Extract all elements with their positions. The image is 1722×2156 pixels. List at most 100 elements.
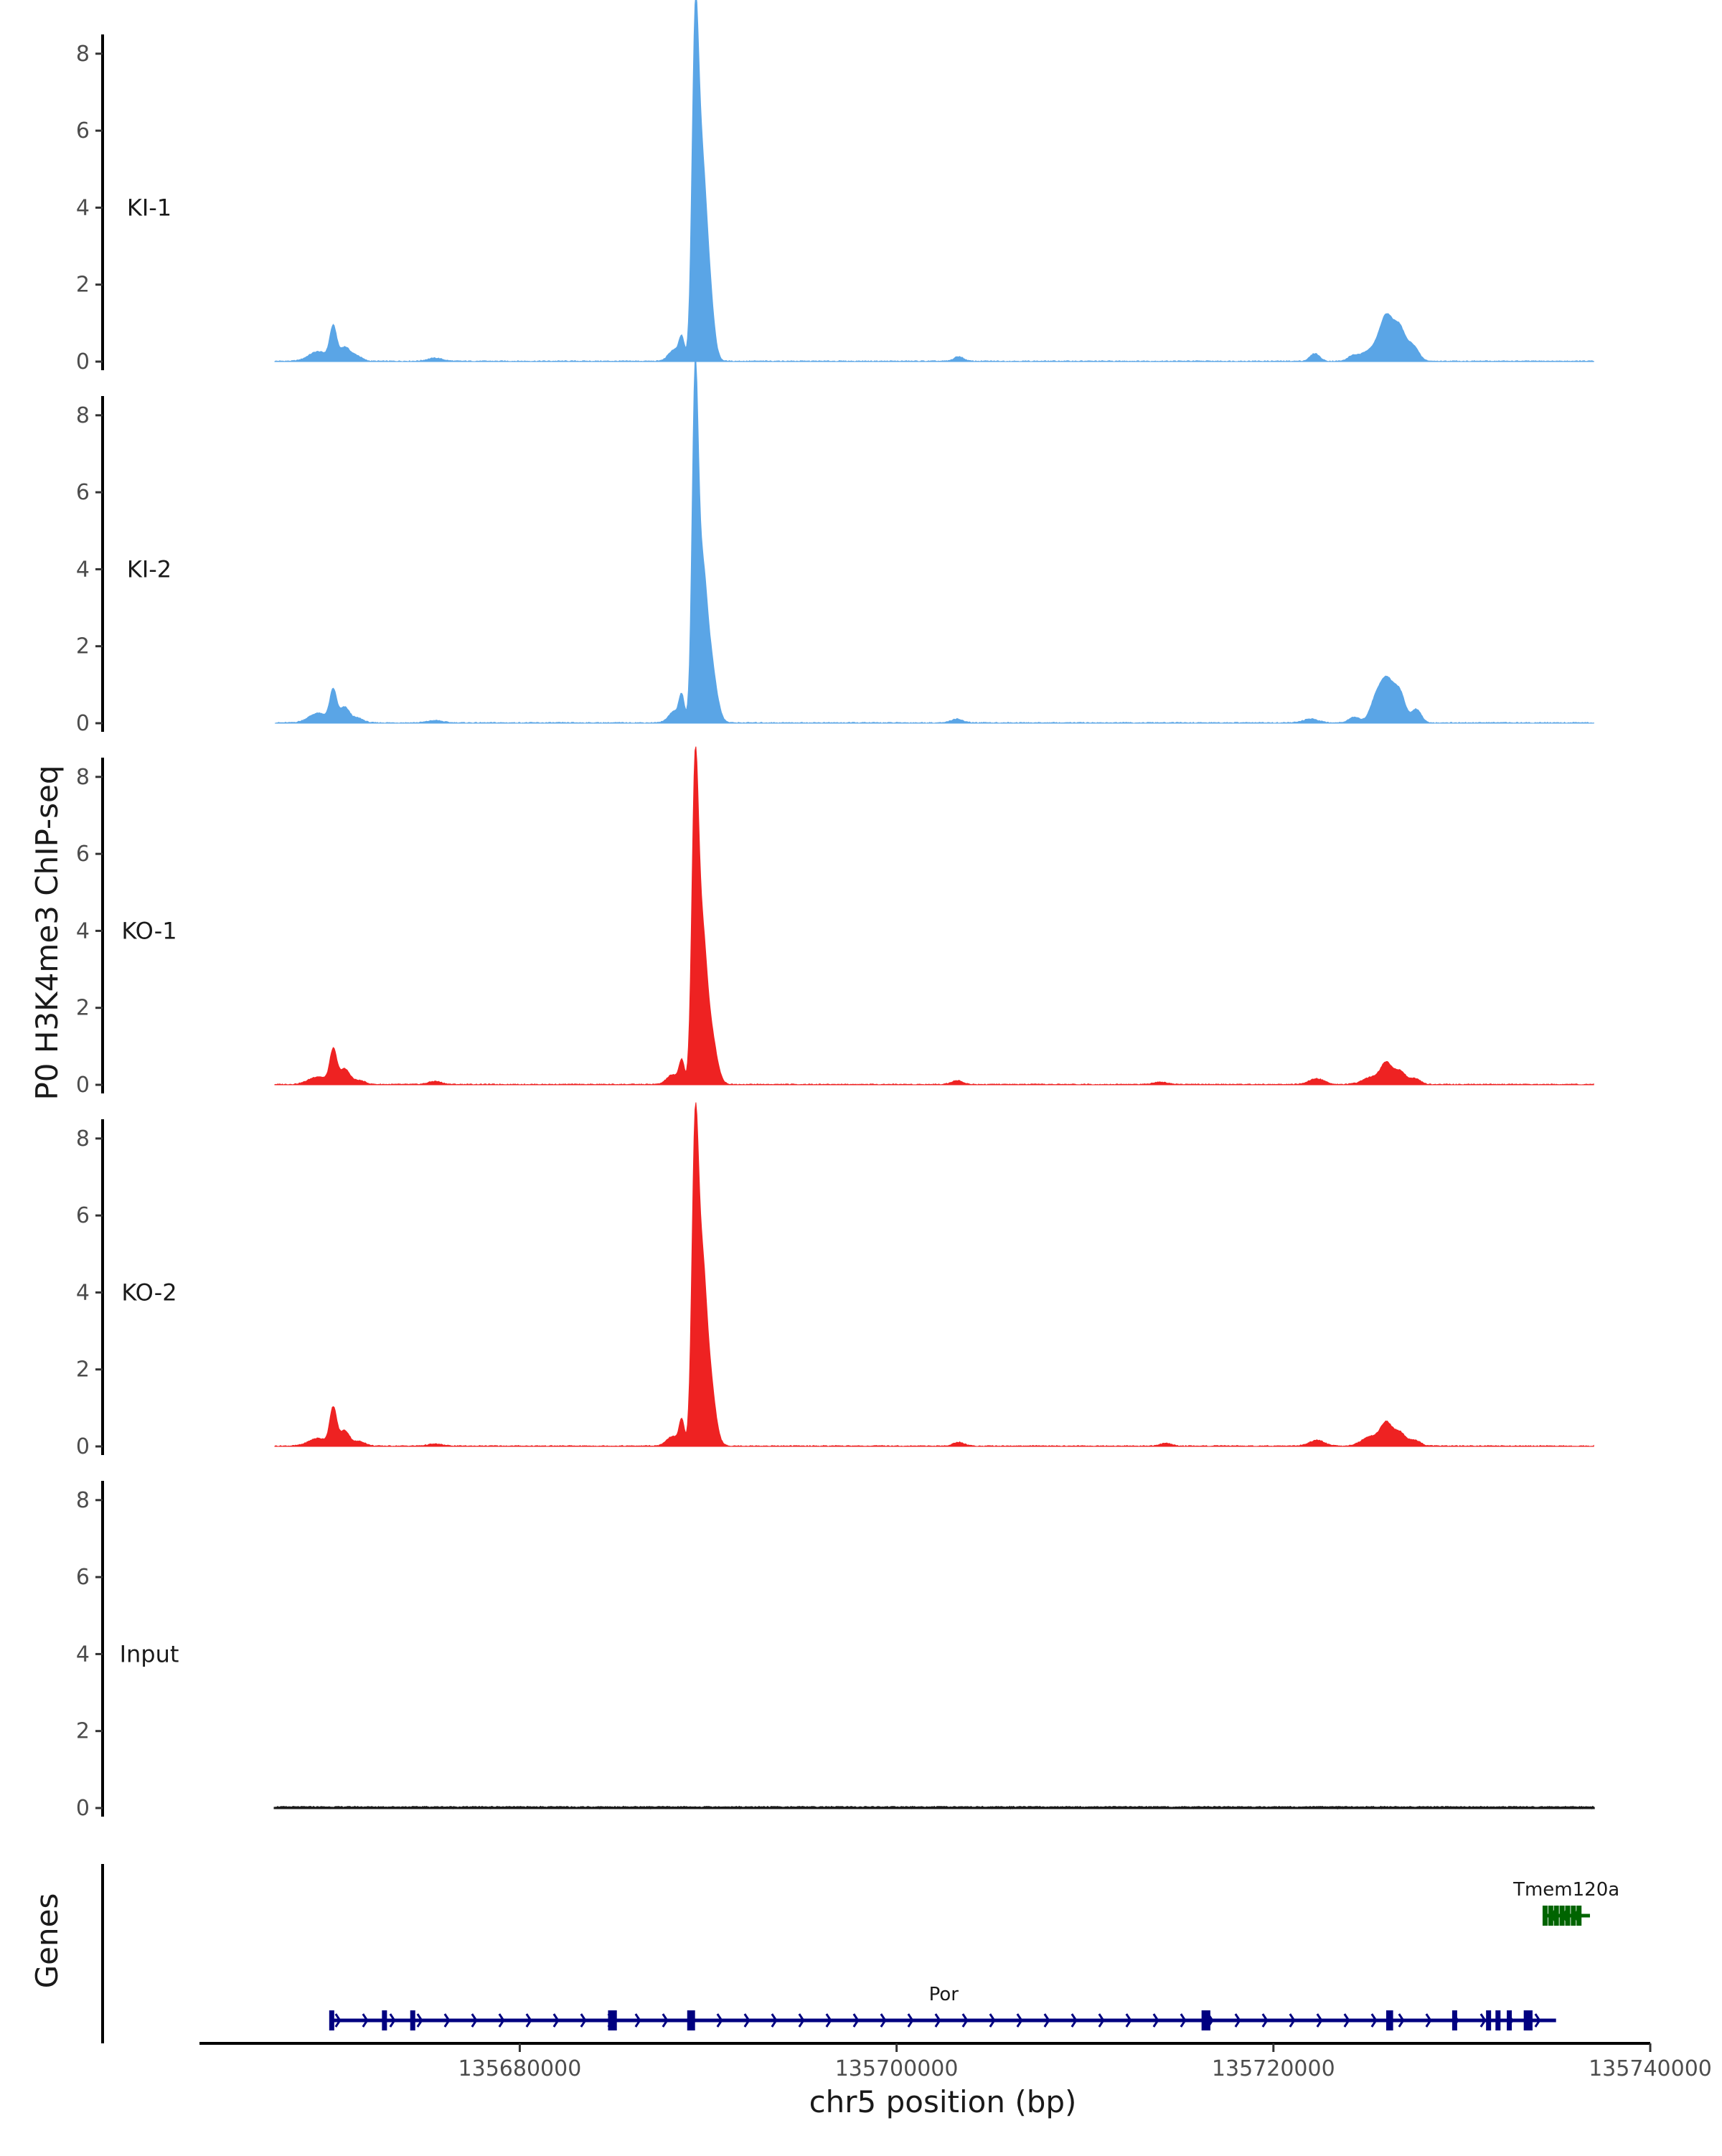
strand-arrow: [1180, 2013, 1187, 2028]
strand-arrow: [1534, 2013, 1541, 2028]
strand-arrow: [471, 2013, 478, 2028]
strand-arrow: [1370, 2013, 1378, 2028]
strand-arrow: [1234, 2013, 1241, 2028]
gene-label: Tmem120a: [1512, 1879, 1619, 1901]
strand-arrow: [1043, 2013, 1050, 2028]
exon: [1495, 2010, 1501, 2030]
strand-arrow: [1071, 2013, 1078, 2028]
exon: [1507, 2010, 1512, 2030]
x-tick-label: 135740000: [1589, 2056, 1712, 2081]
y-tick-label: 0: [76, 1796, 90, 1821]
strand-arrow: [1343, 2013, 1350, 2028]
gene-por: Por: [329, 1984, 1556, 2030]
track-input: 0 2 4 6 8 Input: [76, 1481, 1595, 1821]
y-tick-label: 2: [76, 1719, 90, 1744]
y-tick-label: 0: [76, 349, 90, 375]
exon: [1548, 1906, 1553, 1926]
signal-area-ki-1: [274, 0, 1594, 362]
strand-arrow: [498, 2013, 505, 2028]
y-tick-label: 6: [76, 480, 90, 505]
strand-arrow: [1016, 2013, 1023, 2028]
y-tick-label: 0: [76, 711, 90, 736]
track-label: KO-2: [121, 1279, 177, 1306]
y-tick-label: 8: [76, 1488, 90, 1513]
track-ki-2: 0 2 4 6 8 KI-2: [76, 359, 1594, 736]
gene-label: Por: [929, 1984, 959, 2005]
strand-arrow: [634, 2013, 641, 2028]
strand-arrow: [798, 2013, 805, 2028]
strand-arrow: [416, 2013, 423, 2028]
track-ko-1: 0 2 4 6 8 KO-1: [76, 746, 1594, 1098]
strand-arrow: [852, 2013, 860, 2028]
y-tick-label: 8: [76, 42, 90, 67]
y-tick-label: 2: [76, 273, 90, 298]
y-tick-label: 4: [76, 1280, 90, 1305]
exon: [329, 2010, 334, 2030]
exon: [1542, 1906, 1548, 1926]
gene-tmem120a: Tmem120a: [1512, 1879, 1619, 1926]
exon: [1565, 1906, 1571, 1926]
exon: [1553, 1906, 1559, 1926]
strand-arrow: [662, 2013, 669, 2028]
exon: [1527, 2010, 1533, 2030]
strand-arrow: [771, 2013, 778, 2028]
exon: [608, 2010, 613, 2030]
signal-tracks: 0 2 4 6 8 KI-1 0 2 4 6 8 KI-2 0 2 4 6 8 KO-1 0 2 4 6 8 KO-2 0 2 4 6…: [76, 0, 1595, 1821]
y-tick-label: 2: [76, 996, 90, 1021]
y-tick-label: 6: [76, 1203, 90, 1228]
exon: [1523, 2010, 1529, 2030]
y-tick-label: 4: [76, 918, 90, 943]
y-tick-label: 8: [76, 403, 90, 428]
exon: [1205, 2010, 1210, 2030]
signal-area-ki-2: [274, 359, 1594, 724]
strand-arrow: [443, 2013, 451, 2028]
exon: [611, 2010, 617, 2030]
strand-arrow: [934, 2013, 941, 2028]
y-tick-label: 0: [76, 1434, 90, 1459]
exon: [1452, 2010, 1457, 2030]
exon: [1486, 2010, 1492, 2030]
x-axis-title: chr5 position (bp): [809, 2084, 1077, 2119]
y-tick-label: 8: [76, 1126, 90, 1152]
strand-arrow: [1261, 2013, 1269, 2028]
strand-arrow: [525, 2013, 532, 2028]
exon: [1388, 2010, 1393, 2030]
exon: [382, 2010, 387, 2030]
y-tick-label: 2: [76, 634, 90, 659]
strand-arrow: [1289, 2013, 1296, 2028]
y-tick-label: 0: [76, 1073, 90, 1098]
y-tick-label: 6: [76, 1565, 90, 1590]
exon: [1559, 1906, 1565, 1926]
signal-area-ko-2: [274, 1102, 1594, 1447]
exon: [1576, 1906, 1582, 1926]
x-axis: 135680000 135700000 135720000 135740000: [199, 2042, 1712, 2081]
track-label: KO-1: [121, 917, 177, 944]
strand-arrow: [1125, 2013, 1132, 2028]
genes-panel: Por Tmem120a: [101, 1864, 1619, 2043]
y-axis-title: P0 H3K4me3 ChIP-seq: [29, 765, 65, 1100]
strand-arrow: [389, 2013, 396, 2028]
strand-arrow: [825, 2013, 832, 2028]
strand-arrow: [334, 2013, 342, 2028]
exon: [690, 2010, 695, 2030]
track-label: KI-1: [127, 194, 171, 221]
genes-axis-title: Genes: [29, 1893, 65, 1989]
y-tick-label: 8: [76, 765, 90, 790]
track-ki-1: 0 2 4 6 8 KI-1: [76, 0, 1594, 375]
strand-arrow: [880, 2013, 887, 2028]
strand-arrow: [1316, 2013, 1323, 2028]
exon: [1571, 1906, 1576, 1926]
y-tick-label: 2: [76, 1357, 90, 1383]
exon: [687, 2010, 692, 2030]
y-tick-label: 4: [76, 557, 90, 582]
track-label: Input: [120, 1640, 179, 1667]
strand-arrow: [907, 2013, 914, 2028]
strand-arrow: [580, 2013, 587, 2028]
track-ko-2: 0 2 4 6 8 KO-2: [76, 1102, 1594, 1459]
x-tick-label: 135700000: [835, 2056, 959, 2081]
strand-arrow: [362, 2013, 369, 2028]
exon: [410, 2010, 415, 2030]
y-tick-label: 4: [76, 1642, 90, 1667]
